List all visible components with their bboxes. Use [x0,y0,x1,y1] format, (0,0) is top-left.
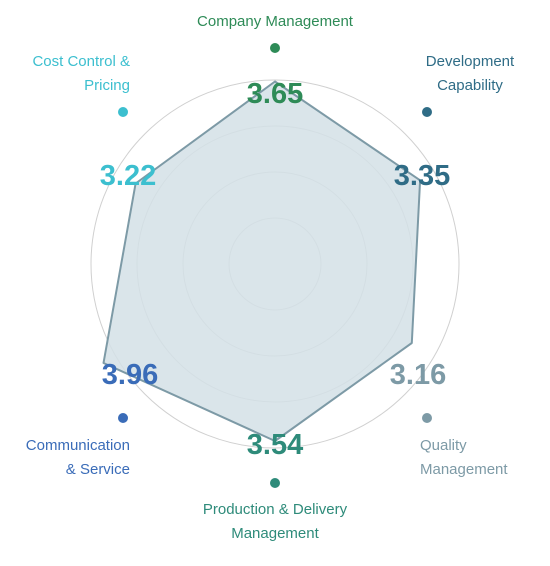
value-production-delivery: 3.54 [246,429,304,461]
score-polygon [102,80,422,442]
axis-dot-development-capability [422,107,432,117]
axis-label-production-delivery: Production & Delivery Management [202,501,348,542]
value-communication-service: 3.96 [101,359,159,391]
axis-dot-quality-management [422,413,432,423]
axis-label-development-capability: Development Capability [425,53,515,94]
value-development-capability: 3.35 [393,160,451,192]
axis-label-cost-control-pricing: Cost Control & Pricing [32,53,130,94]
axis-dot-cost-control-pricing [118,107,128,117]
axis-label-company-management: Company Management [197,13,353,30]
value-quality-management: 3.16 [389,359,447,391]
axis-label-quality-management: Quality Management [420,437,508,478]
axis-dot-production-delivery [270,478,280,488]
value-company-management: 3.65 [246,78,304,110]
axis-dot-company-management [270,43,280,53]
grid-ring-4 [90,79,460,449]
value-cost-control-pricing: 3.22 [99,160,157,192]
axis-label-communication-service: Communication & Service [25,437,130,478]
axis-dot-communication-service [118,413,128,423]
